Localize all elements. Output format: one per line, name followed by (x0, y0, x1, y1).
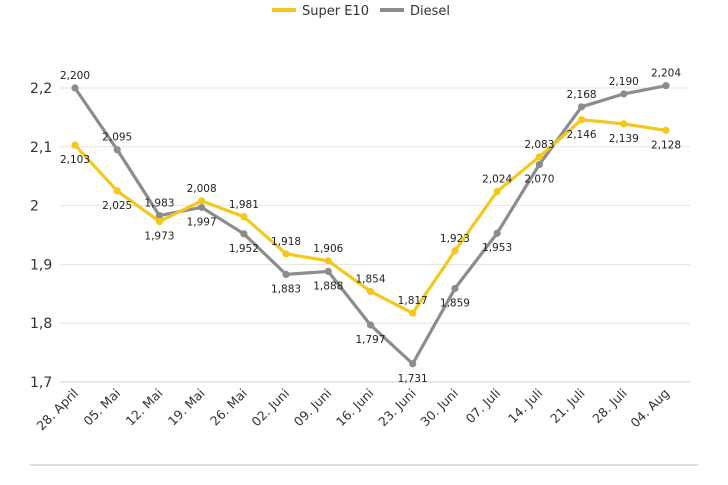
data-point (620, 120, 628, 128)
data-label: 1,923 (440, 233, 470, 245)
data-label: 2,024 (482, 173, 512, 185)
x-axis: 28. April 05. Mai 12. Mai 19. Mai 26. Mai02.… (33, 386, 672, 434)
data-point (577, 103, 586, 111)
data-label: 1,973 (144, 230, 174, 242)
data-point (155, 211, 164, 220)
data-label: 1,859 (440, 298, 470, 310)
data-point (620, 90, 628, 98)
data-point (282, 270, 290, 278)
data-label: 2,083 (524, 139, 554, 151)
data-label: 2,095 (102, 132, 132, 144)
data-label: 1,817 (398, 295, 428, 307)
data-labels: 2,103 2,200 2,025 2,095 1,973 1,983 2,008 1,997… (60, 68, 681, 385)
data-point (240, 230, 248, 238)
data-label: 2,070 (524, 173, 554, 185)
data-point (535, 153, 543, 161)
data-label: 1,952 (229, 243, 259, 255)
data-label: 2,128 (651, 139, 681, 151)
data-point (155, 217, 164, 226)
data-point (366, 287, 375, 296)
data-point (451, 284, 459, 293)
x-tick-label: 26. Mai (207, 386, 250, 429)
data-point (282, 250, 290, 258)
x-tick-label: 14. Juli (505, 386, 546, 427)
data-point (324, 257, 332, 265)
data-point (113, 146, 121, 154)
data-label: 2,146 (567, 129, 597, 141)
data-label: 1,797 (355, 334, 385, 346)
data-label: 1,918 (271, 236, 301, 248)
data-label: 2,200 (60, 70, 90, 82)
y-tick-label: 2,1 (30, 140, 52, 156)
grid-lines (60, 87, 690, 383)
data-label: 1,997 (187, 216, 217, 228)
data-point (198, 203, 206, 211)
data-point (198, 197, 206, 205)
data-label: 2,103 (60, 154, 90, 166)
data-label: 1,854 (355, 273, 385, 285)
data-label: 1,906 (313, 243, 343, 255)
data-label: 2,025 (102, 200, 132, 212)
data-point (662, 82, 670, 90)
data-point (493, 187, 501, 196)
x-tick-label: 07. Juli (463, 386, 504, 427)
data-point (71, 141, 79, 149)
x-tick-label: 04. Aug (627, 386, 672, 431)
data-point (240, 213, 248, 221)
data-point (662, 126, 670, 134)
data-point (493, 229, 501, 237)
y-tick-label: 2 (30, 199, 39, 215)
x-tick-label: 16. Juni (333, 386, 377, 430)
series-lines (71, 82, 670, 368)
x-tick-label: 23. Juni (375, 386, 419, 430)
data-label: 2,139 (609, 133, 639, 145)
x-tick-label: 12. Mai (123, 386, 166, 429)
x-tick-label: 05. Mai (80, 386, 123, 429)
data-point (451, 247, 459, 255)
data-label: 1,983 (144, 198, 174, 210)
x-tick-label: 21. Juli (547, 386, 588, 427)
x-tick-label: 28. Juli (589, 386, 630, 427)
data-label: 2,168 (567, 89, 597, 101)
y-axis: 1,7 1,8 1,9 2 2,1 2,2 (30, 81, 52, 391)
data-point (409, 309, 417, 317)
data-point (366, 321, 375, 329)
data-point (324, 267, 332, 276)
legend-label: Super E10 (302, 4, 369, 19)
data-point (535, 160, 543, 169)
data-label: 1,981 (229, 199, 259, 211)
legend: Super E10 Diesel (272, 4, 450, 19)
y-tick-label: 1,7 (30, 375, 52, 391)
data-label: 2,190 (609, 76, 639, 88)
y-tick-label: 2,2 (30, 81, 52, 97)
data-label: 1,731 (398, 373, 428, 385)
data-label: 1,953 (482, 242, 512, 254)
data-label: 2,008 (187, 183, 217, 195)
x-tick-label: 09. Juni (291, 386, 335, 430)
data-label: 1,888 (313, 280, 343, 292)
y-tick-label: 1,9 (30, 257, 52, 273)
data-point (71, 84, 79, 92)
x-tick-label: 28. April (33, 386, 81, 434)
data-point (409, 360, 417, 368)
data-point (113, 187, 121, 195)
data-label: 1,883 (271, 283, 301, 295)
x-tick-label: 30. Juni (417, 386, 461, 430)
x-tick-label: 19. Mai (165, 386, 208, 429)
data-label: 2,204 (651, 68, 681, 80)
legend-label: Diesel (410, 4, 450, 19)
x-tick-label: 02. Juni (248, 386, 292, 430)
y-tick-label: 1,8 (30, 316, 52, 332)
data-point (577, 116, 586, 124)
